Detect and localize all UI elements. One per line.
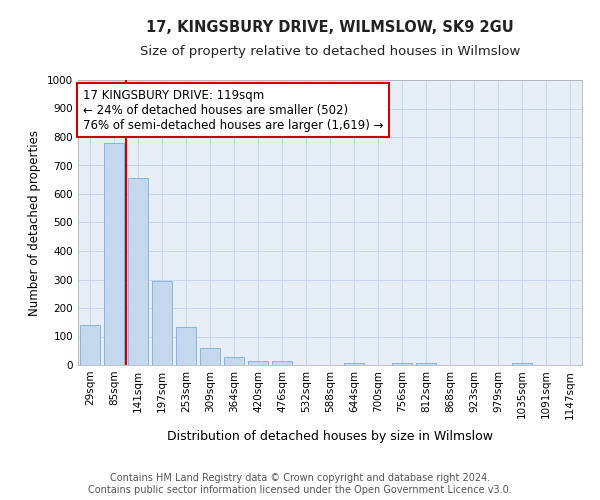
- Bar: [152, 281, 172, 365]
- Text: 17, KINGSBURY DRIVE, WILMSLOW, SK9 2GU: 17, KINGSBURY DRIVE, WILMSLOW, SK9 2GU: [146, 20, 514, 35]
- Text: Size of property relative to detached houses in Wilmslow: Size of property relative to detached ho…: [140, 45, 520, 58]
- Bar: [80, 325, 100, 365]
- Bar: [176, 326, 196, 365]
- Bar: [104, 142, 124, 365]
- Text: 17 KINGSBURY DRIVE: 119sqm
← 24% of detached houses are smaller (502)
76% of sem: 17 KINGSBURY DRIVE: 119sqm ← 24% of deta…: [83, 88, 383, 132]
- Bar: [200, 348, 220, 365]
- Bar: [392, 363, 412, 365]
- Bar: [512, 363, 532, 365]
- Bar: [416, 363, 436, 365]
- Bar: [248, 360, 268, 365]
- Text: Contains HM Land Registry data © Crown copyright and database right 2024.
Contai: Contains HM Land Registry data © Crown c…: [88, 474, 512, 495]
- Bar: [128, 178, 148, 365]
- X-axis label: Distribution of detached houses by size in Wilmslow: Distribution of detached houses by size …: [167, 430, 493, 442]
- Bar: [272, 360, 292, 365]
- Bar: [344, 363, 364, 365]
- Y-axis label: Number of detached properties: Number of detached properties: [28, 130, 41, 316]
- Bar: [224, 357, 244, 365]
